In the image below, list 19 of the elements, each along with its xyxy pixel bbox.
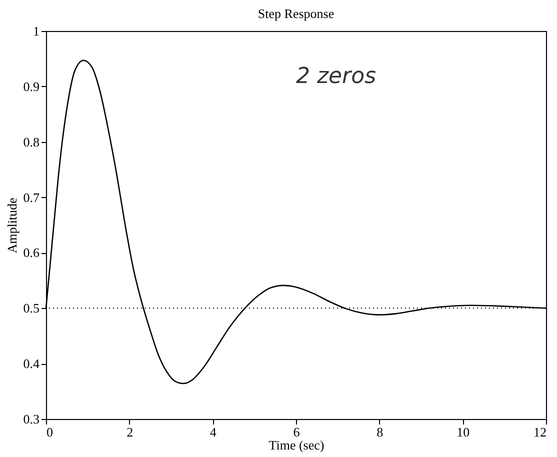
x-axis-title: Time (sec) [268, 438, 324, 452]
y-tick-label: 0.4 [23, 356, 40, 372]
y-tick-label: 0.5 [23, 300, 40, 316]
y-tick-label: 0.3 [23, 412, 40, 426]
x-tick-label: 8 [376, 424, 384, 440]
x-tick-label: 4 [210, 424, 217, 440]
x-tick-label: 10 [456, 424, 470, 440]
y-axis-title: Amplitude [4, 197, 20, 254]
y-tick-label: 0.9 [23, 78, 40, 94]
y-tick-label: 0.7 [23, 190, 40, 205]
y-tick-label: 0.6 [23, 245, 40, 260]
y-tick-label: 1 [33, 24, 40, 38]
x-tick-label: 6 [293, 424, 300, 440]
annotation: 2 zeros [296, 64, 376, 89]
x-tick-label: 0 [46, 424, 53, 440]
x-tick-label: 12 [534, 424, 546, 440]
y-tick-label: 0.8 [23, 134, 40, 150]
x-tick-label: 2 [126, 424, 134, 440]
chart-title: Step Response [258, 6, 334, 21]
